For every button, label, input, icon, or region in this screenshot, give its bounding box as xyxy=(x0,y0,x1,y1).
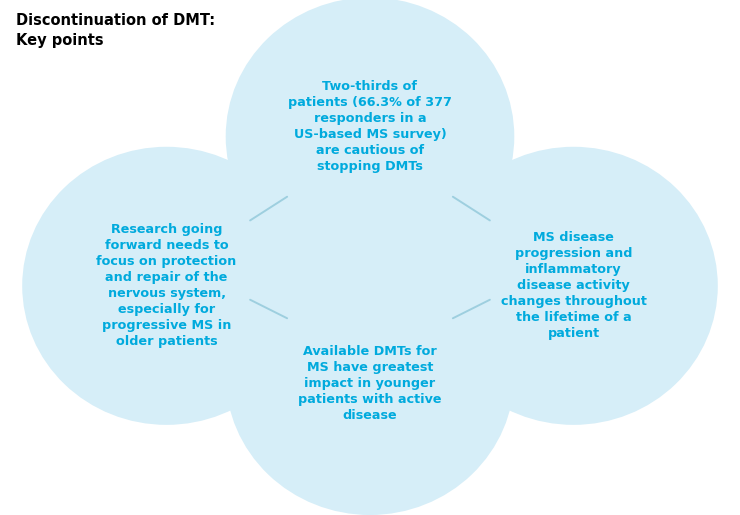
Ellipse shape xyxy=(226,0,514,276)
Ellipse shape xyxy=(226,237,514,515)
Text: Research going
forward needs to
focus on protection
and repair of the
nervous sy: Research going forward needs to focus on… xyxy=(96,224,237,348)
Text: Two-thirds of
patients (66.3% of 377
responders in a
US-based MS survey)
are cau: Two-thirds of patients (66.3% of 377 res… xyxy=(288,80,452,173)
Ellipse shape xyxy=(429,147,718,425)
Text: Discontinuation of DMT:
Key points: Discontinuation of DMT: Key points xyxy=(16,13,215,48)
Ellipse shape xyxy=(22,147,311,425)
Text: Available DMTs for
MS have greatest
impact in younger
patients with active
disea: Available DMTs for MS have greatest impa… xyxy=(298,345,442,422)
Text: MS disease
progression and
inflammatory
disease activity
changes throughout
the : MS disease progression and inflammatory … xyxy=(500,231,647,340)
